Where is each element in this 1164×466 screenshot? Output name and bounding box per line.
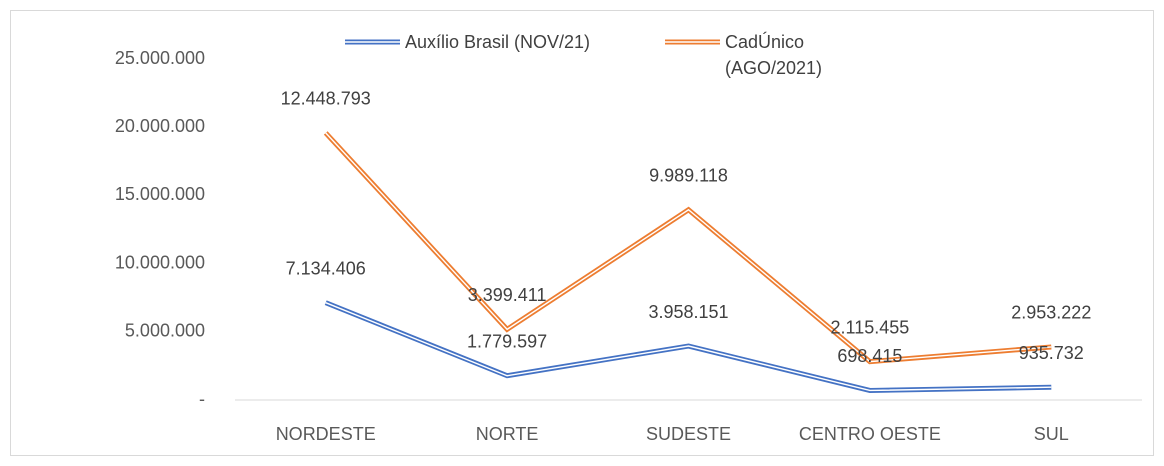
- x-tick-label: NORTE: [476, 424, 539, 444]
- data-label: 3.958.151: [648, 302, 728, 322]
- y-tick-label: 5.000.000: [125, 321, 205, 341]
- data-label: 2.115.455: [831, 317, 910, 337]
- data-label: 7.134.406: [286, 258, 366, 278]
- data-label: 2.953.222: [1011, 303, 1091, 323]
- chart-border: [10, 10, 1154, 456]
- x-tick-label: CENTRO OESTE: [799, 424, 941, 444]
- y-tick-label: 15.000.000: [115, 184, 205, 204]
- legend-label: Auxílio Brasil (NOV/21): [405, 32, 591, 52]
- data-label: 12.448.793: [281, 89, 371, 109]
- data-label: 1.779.597: [467, 331, 547, 351]
- data-label: 935.732: [1019, 343, 1084, 363]
- y-tick-label: 20.000.000: [115, 116, 205, 136]
- x-tick-label: SUDESTE: [646, 424, 731, 444]
- y-tick-label: -: [199, 389, 205, 409]
- x-tick-label: SUL: [1034, 424, 1069, 444]
- data-label: 698.415: [837, 346, 902, 366]
- x-tick-label: NORDESTE: [276, 424, 376, 444]
- y-tick-label: 10.000.000: [115, 252, 205, 272]
- data-label: 9.989.118: [649, 166, 728, 186]
- y-tick-label: 25.000.000: [115, 48, 205, 68]
- series-line-inner: [325, 302, 1052, 392]
- data-label: 3.399.411: [468, 285, 547, 305]
- legend-label: CadÚnico (AGO/2021): [725, 32, 823, 78]
- series-line-inner: [325, 132, 1052, 363]
